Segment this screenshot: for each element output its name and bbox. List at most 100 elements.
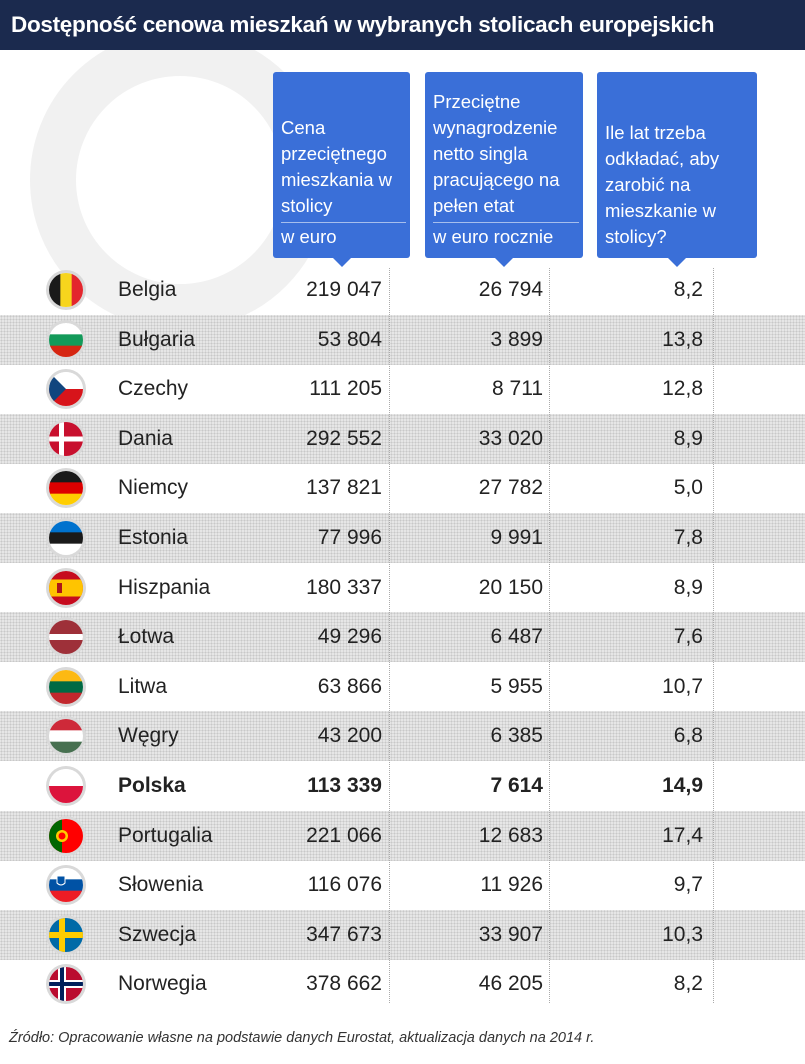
salary-value: 8 711 [492,377,543,401]
country-name: Litwa [118,674,168,698]
flag-ee-icon [49,521,83,555]
table-row: Estonia 77 996 9 991 7,8 [0,513,805,563]
price-value: 111 205 [309,377,382,401]
header-salary-unit: w euro rocznie [433,222,579,250]
flag-pl-icon [49,769,83,803]
salary-value: 26 794 [478,278,543,301]
price-value: 77 996 [317,526,382,549]
country-name: Czechy [118,377,189,401]
table-row: Czechy 111 205 8 711 12,8 [0,364,805,414]
years-value: 8,2 [673,972,703,996]
country-name: Polska [118,774,186,797]
header-years-text: Ile lat trzeba odkładać, aby zarobić na … [605,122,720,247]
flag-hu-icon [49,719,83,754]
price-value: 221 066 [306,823,382,847]
header-salary-text: Przeciętne wynagrodzenie netto singla pr… [433,91,560,216]
price-value: 347 673 [306,922,382,946]
column-divider [389,268,390,1003]
price-value: 219 047 [306,278,382,301]
years-value: 8,9 [673,575,703,599]
years-value: 8,9 [673,426,703,450]
years-value: 8,2 [673,278,703,301]
years-value: 12,8 [662,377,703,401]
country-name: Łotwa [118,625,175,649]
country-name: Słowenia [118,873,204,897]
table-row: Litwa 63 866 5 955 10,7 [0,662,805,712]
table-row: Belgia 219 047 26 794 8,2 [0,265,805,315]
years-value: 7,6 [673,625,703,649]
price-value: 63 866 [317,674,382,698]
price-value: 43 200 [317,724,382,748]
table-row: Hiszpania 180 337 20 150 8,9 [0,563,805,613]
flag-dk-icon [49,421,83,456]
country-name: Estonia [118,526,189,549]
price-value: 180 337 [306,575,382,599]
years-value: 10,7 [662,674,703,698]
flag-lv-icon [49,620,83,655]
column-divider [713,268,714,1003]
country-name: Niemcy [118,476,189,500]
years-value: 10,3 [662,922,703,946]
salary-value: 46 205 [478,972,543,996]
country-name: Bułgaria [118,327,196,351]
header-price-unit: w euro [281,222,406,250]
country-name: Norwegia [118,972,207,996]
title-bar: Dostępność cenowa mieszkań w wybranych s… [0,0,805,50]
salary-value: 33 020 [478,426,543,450]
salary-value: 11 926 [480,873,543,897]
years-value: 17,4 [662,823,703,847]
years-value: 9,7 [673,873,703,897]
table-row: Bułgaria 53 804 3 899 13,8 [0,314,805,365]
country-name: Węgry [118,724,179,748]
price-value: 116 076 [307,873,382,897]
column-divider [549,268,550,1003]
price-value: 137 821 [306,476,382,500]
source-note: Źródło: Opracowanie własne na podstawie … [9,1030,595,1046]
header-years: Ile lat trzeba odkładać, aby zarobić na … [597,72,757,267]
table-row: Dania 292 552 33 020 8,9 [0,413,805,464]
salary-value: 5 955 [490,674,543,698]
salary-value: 33 907 [478,922,543,946]
country-name: Szwecja [118,922,197,946]
years-value: 6,8 [673,724,703,748]
price-value: 49 296 [317,625,382,649]
table-row: Portugalia 221 066 12 683 17,4 [0,810,805,861]
salary-value: 9 991 [490,526,543,549]
flag-se-icon [49,917,83,952]
price-value: 378 662 [306,972,382,996]
table-row: Słowenia 116 076 11 926 9,7 [0,860,805,910]
years-value: 14,9 [662,774,703,797]
flag-si-icon [49,868,83,903]
price-value: 113 339 [307,774,382,797]
country-name: Belgia [118,278,177,301]
salary-value: 12 683 [478,823,543,847]
country-name: Dania [118,426,173,450]
table-row: Niemcy 137 821 27 782 5,0 [0,463,805,513]
flag-es-icon [49,570,83,605]
flag-pt-icon [49,818,83,853]
salary-value: 3 899 [490,327,543,351]
table-row: Szwecja 347 673 33 907 10,3 [0,909,805,960]
header-price-text: Cena przeciętnego mieszkania w stolicy [281,117,393,216]
header-salary: Przeciętne wynagrodzenie netto singla pr… [425,72,583,267]
header-price: Cena przeciętnego mieszkania w stolicy w… [273,72,410,267]
flag-be-icon [49,273,83,307]
flag-cz-icon [49,372,83,407]
country-name: Portugalia [118,823,213,847]
flag-bg-icon [49,322,83,357]
salary-value: 6 487 [490,625,543,649]
table-row: Łotwa 49 296 6 487 7,6 [0,612,805,663]
flag-no-icon [49,967,83,1002]
flag-lt-icon [49,669,83,704]
price-value: 292 552 [306,426,382,450]
salary-value: 7 614 [490,774,543,797]
years-value: 7,8 [673,526,703,549]
salary-value: 6 385 [490,724,543,748]
table-row: Polska 113 339 7 614 14,9 [0,761,805,811]
flag-de-icon [49,471,83,506]
salary-value: 27 782 [478,476,543,500]
chart-title: Dostępność cenowa mieszkań w wybranych s… [11,12,715,37]
country-name: Hiszpania [118,575,211,599]
price-value: 53 804 [317,327,382,351]
years-value: 5,0 [673,476,703,500]
